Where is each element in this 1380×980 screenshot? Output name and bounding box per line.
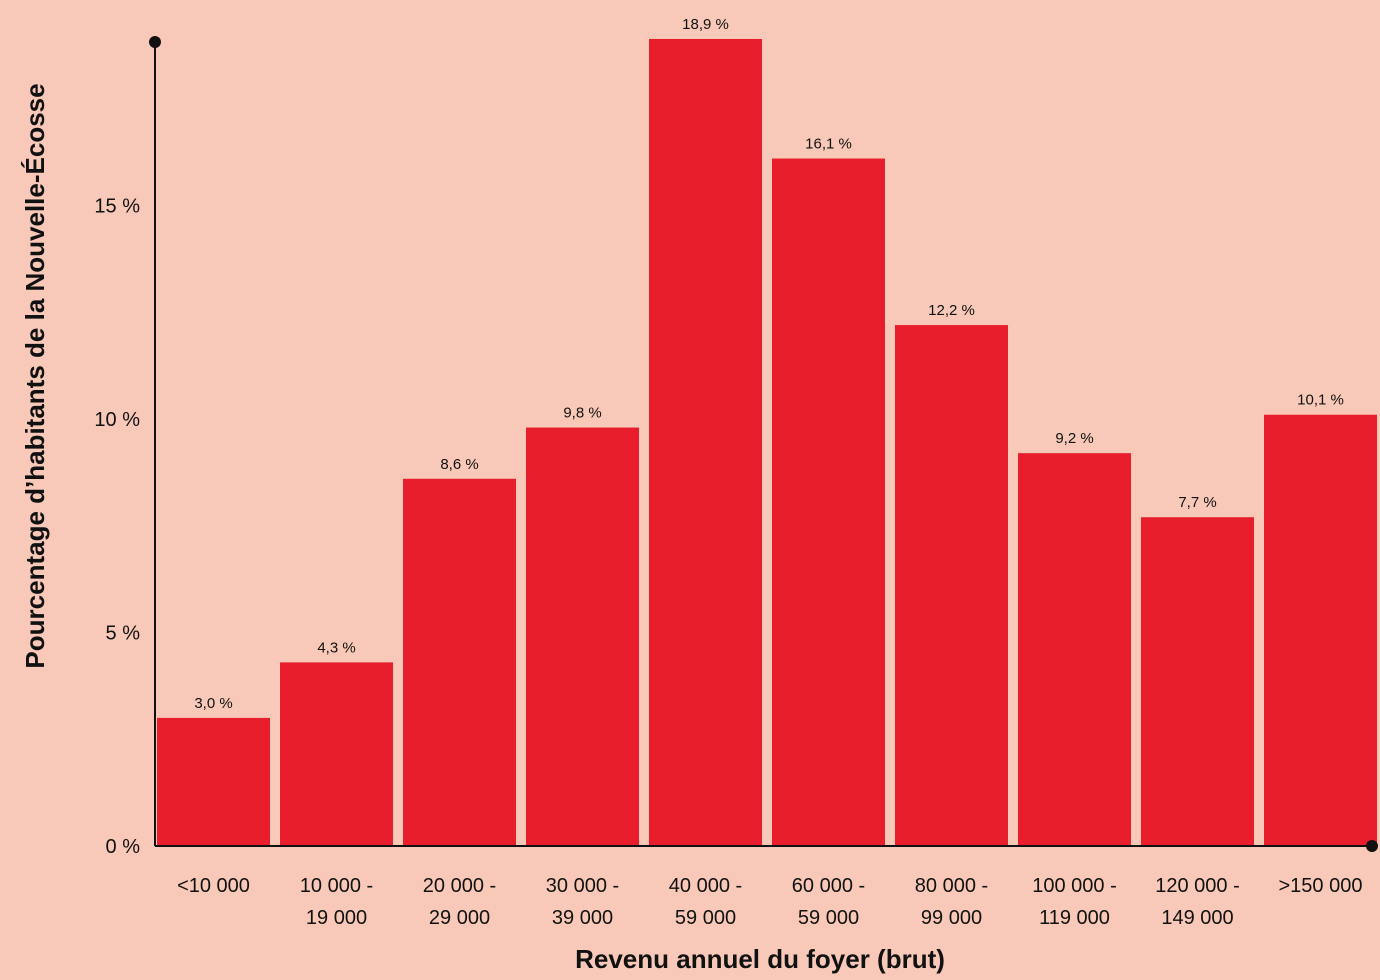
bar-5	[772, 158, 885, 846]
x-tick-label-4-line-0: 40 000 -	[669, 875, 742, 897]
x-tick-label-7-line-1: 119 000	[1039, 907, 1110, 929]
x-tick-label-8-line-1: 149 000	[1161, 907, 1233, 929]
data-label-5: 16,1 %	[805, 136, 852, 153]
x-axis-end-dot	[1366, 840, 1378, 852]
data-label-1: 4,3 %	[317, 639, 355, 656]
bar-8	[1141, 517, 1254, 846]
y-tick-label-1: 5 %	[106, 623, 141, 645]
y-tick-label-2: 10 %	[94, 409, 140, 431]
x-tick-label-5-line-0: 60 000 -	[792, 875, 865, 897]
data-label-9: 10,1 %	[1297, 392, 1344, 409]
y-axis-title: Pourcentage d’habitants de la Nouvelle-É…	[20, 83, 50, 668]
data-label-4: 18,9 %	[682, 16, 729, 33]
x-tick-label-1-line-0: 10 000 -	[300, 875, 373, 897]
bar-1	[280, 662, 393, 846]
bar-0	[157, 717, 270, 846]
x-tick-label-7-line-0: 100 000 -	[1032, 875, 1117, 897]
x-axis-title: Revenu annuel du foyer (brut)	[575, 944, 945, 974]
x-tick-label-9-line-0: >150 000	[1279, 875, 1363, 897]
y-tick-labels-group: 0 % 5 % 10 % 15 %	[94, 196, 140, 859]
x-tick-label-3-line-1: 39 000	[552, 907, 613, 929]
x-tick-label-6-line-1: 99 000	[921, 907, 982, 929]
data-label-0: 3,0 %	[194, 695, 232, 712]
x-category-labels-group: <10 000 10 000 - 19 000 20 000 - 29 000 30 00…	[177, 875, 1362, 929]
data-label-3: 9,8 %	[563, 405, 601, 422]
bar-7	[1018, 453, 1131, 846]
x-tick-label-4-line-1: 59 000	[675, 907, 736, 929]
data-label-2: 8,6 %	[440, 456, 478, 473]
x-tick-label-0-line-0: <10 000	[177, 875, 250, 897]
bar-2	[403, 478, 516, 846]
bar-9	[1264, 414, 1377, 846]
data-label-6: 12,2 %	[928, 302, 975, 319]
x-tick-label-6-line-0: 80 000 -	[915, 875, 988, 897]
bars-group	[157, 38, 1377, 847]
x-tick-label-2-line-1: 29 000	[429, 907, 490, 929]
x-tick-label-3-line-0: 30 000 -	[546, 875, 619, 897]
bar-3	[526, 427, 639, 846]
x-tick-label-8-line-0: 120 000 -	[1155, 875, 1240, 897]
x-tick-label-2-line-0: 20 000 -	[423, 875, 496, 897]
bar-6	[895, 325, 1008, 846]
data-label-8: 7,7 %	[1178, 494, 1216, 511]
bar-4	[649, 38, 762, 847]
x-tick-label-1-line-1: 19 000	[306, 907, 367, 929]
y-axis-end-dot	[149, 36, 161, 48]
y-tick-label-3: 15 %	[94, 196, 140, 218]
data-label-7: 9,2 %	[1055, 430, 1093, 447]
data-labels-group: 3,0 % 4,3 % 8,6 % 9,8 % 18,9 % 16,1 % 12,2 % 9,…	[194, 16, 1344, 712]
y-tick-label-0: 0 %	[106, 836, 141, 858]
x-tick-label-5-line-1: 59 000	[798, 907, 859, 929]
